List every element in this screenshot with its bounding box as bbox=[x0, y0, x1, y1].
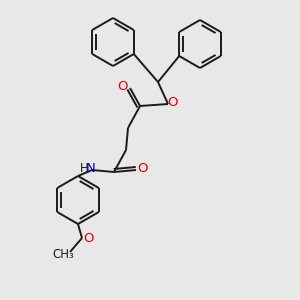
Text: N: N bbox=[86, 161, 96, 175]
Text: O: O bbox=[138, 161, 148, 175]
Text: O: O bbox=[83, 232, 93, 244]
Text: H: H bbox=[80, 161, 88, 175]
Text: O: O bbox=[118, 80, 128, 92]
Text: CH₃: CH₃ bbox=[52, 248, 74, 260]
Text: O: O bbox=[168, 95, 178, 109]
